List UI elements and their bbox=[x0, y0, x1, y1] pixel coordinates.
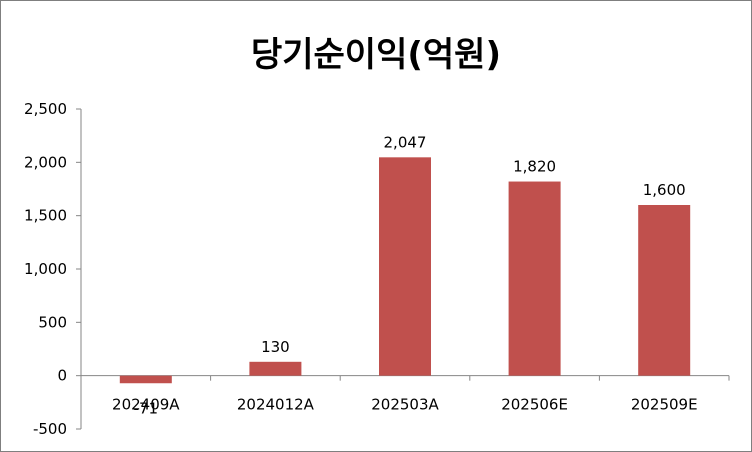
bar bbox=[379, 157, 431, 376]
bar bbox=[249, 361, 302, 376]
y-tick-label: -500 bbox=[33, 420, 67, 438]
data-label: 1,820 bbox=[513, 158, 556, 176]
bar bbox=[638, 205, 691, 376]
x-tick-label: 2024012A bbox=[237, 396, 315, 414]
x-tick-label: 202506E bbox=[501, 396, 568, 414]
data-label: 130 bbox=[261, 338, 290, 356]
y-tick-label: 1,000 bbox=[24, 260, 67, 278]
x-tick-label: 202509E bbox=[631, 396, 698, 414]
data-label: -71 bbox=[134, 400, 159, 418]
data-label: 2,047 bbox=[384, 133, 427, 151]
data-label: 1,600 bbox=[643, 181, 686, 199]
bar bbox=[508, 181, 561, 376]
y-tick-label: 2,000 bbox=[24, 153, 67, 171]
y-tick-label: 0 bbox=[57, 367, 67, 385]
y-tick-label: 1,500 bbox=[24, 207, 67, 225]
bar bbox=[119, 375, 172, 384]
x-tick-label: 202503A bbox=[371, 396, 439, 414]
x-tick-label: 202409A bbox=[112, 396, 180, 414]
y-tick-label: 2,500 bbox=[24, 100, 67, 118]
y-tick-label: 500 bbox=[38, 313, 67, 331]
chart-title: 당기순이익(억원) bbox=[250, 35, 502, 75]
